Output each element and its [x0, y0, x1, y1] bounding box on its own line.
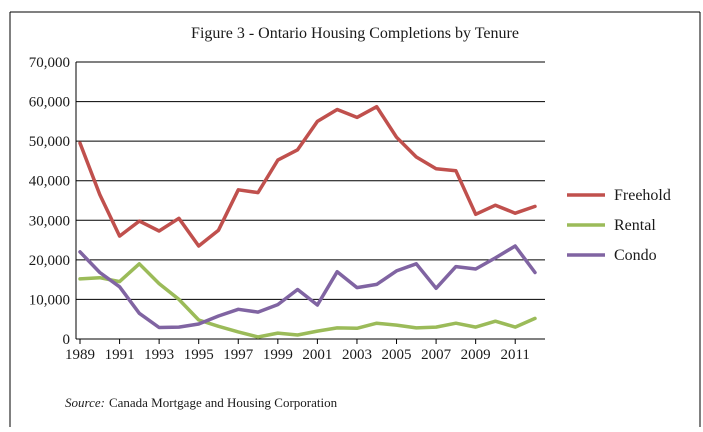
legend-label: Condo: [614, 247, 657, 264]
x-tick-label: 1991: [105, 347, 135, 363]
y-tick-label: 20,000: [29, 253, 70, 269]
x-tick-label: 1999: [263, 347, 293, 363]
source-label: Source:: [65, 395, 105, 410]
series-line: [78, 244, 537, 330]
series-line: [78, 104, 537, 248]
series-line: [78, 262, 537, 339]
x-tick-label: 2005: [382, 347, 412, 363]
y-tick-label: 40,000: [29, 174, 70, 190]
x-tick-label: 2011: [500, 347, 529, 363]
y-tick-label: 30,000: [29, 213, 70, 229]
y-tick-label: 60,000: [29, 95, 70, 111]
x-tick-label: 1993: [144, 347, 174, 363]
y-tick-label: 10,000: [29, 292, 70, 308]
x-tick-label: 2007: [421, 347, 452, 363]
x-tick-label: 1995: [184, 347, 214, 363]
x-tick-label: 2003: [342, 347, 372, 363]
legend-label: Rental: [614, 217, 656, 234]
chart-title: Figure 3 - Ontario Housing Completions b…: [191, 25, 519, 42]
x-tick-label: 1989: [65, 347, 95, 363]
y-tick-label: 70,000: [29, 55, 70, 71]
x-tick-label: 2001: [302, 347, 332, 363]
legend-label: Freehold: [614, 187, 671, 204]
y-tick-label: 0: [63, 332, 71, 348]
x-tick-label: 1997: [223, 347, 254, 363]
x-tick-label: 2009: [461, 347, 491, 363]
y-tick-label: 50,000: [29, 134, 70, 150]
source-text: Canada Mortgage and Housing Corporation: [109, 395, 338, 410]
source-note: Source: Canada Mortgage and Housing Corpo…: [65, 395, 338, 410]
